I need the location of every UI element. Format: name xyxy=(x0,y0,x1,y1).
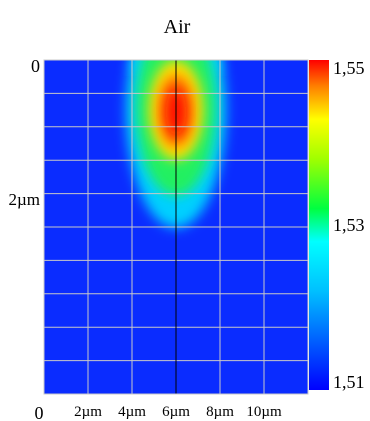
colorbar-tick-labels: 1,55 1,53 1,51 xyxy=(333,58,365,392)
heatmap-plot xyxy=(43,59,309,395)
colorbar: 1,55 1,53 1,51 xyxy=(309,58,365,392)
colorbar-tick-label: 1,55 xyxy=(333,58,365,78)
colorbar-gradient xyxy=(309,60,329,390)
y-tick-label: 2µm xyxy=(8,190,40,209)
y-axis-tick-labels: 0 2µm xyxy=(8,56,40,209)
chart-title: Air xyxy=(164,16,191,38)
x-tick-label: 8µm xyxy=(206,404,234,420)
colorbar-tick-label: 1,51 xyxy=(333,372,365,392)
y-tick-label: 0 xyxy=(31,56,40,76)
x-tick-label: 4µm xyxy=(118,404,146,420)
colorbar-tick-label: 1,53 xyxy=(333,215,365,235)
x-axis-tick-labels: 0 2µm 4µm 6µm 8µm 10µm xyxy=(35,403,282,421)
plot-frame xyxy=(43,59,309,395)
x-origin-label: 0 xyxy=(35,403,44,421)
x-tick-label: 10µm xyxy=(246,404,282,420)
x-tick-label: 2µm xyxy=(74,404,102,420)
x-tick-label: 6µm xyxy=(162,404,190,420)
